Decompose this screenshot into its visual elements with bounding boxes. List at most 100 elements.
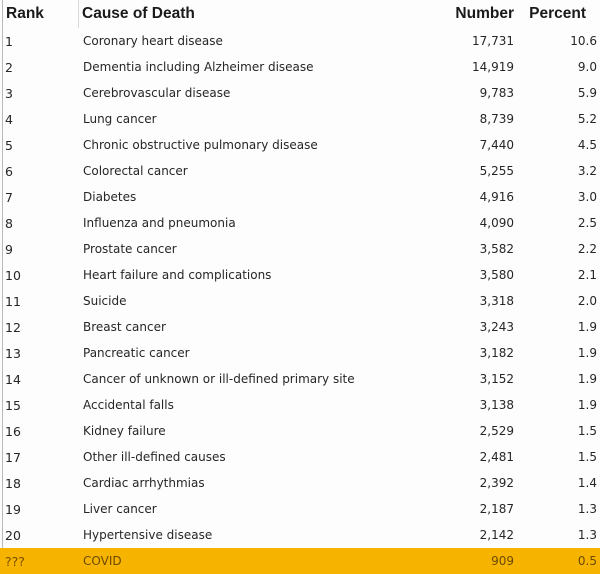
percent-cell: 2.0 [577,294,597,308]
number-cell: 4,090 [479,216,514,230]
percent-cell: 1.9 [577,372,597,386]
cause-cell: Cancer of unknown or ill-defined primary… [83,372,355,386]
number-cell: 3,318 [479,294,514,308]
cause-cell: Cardiac arrhythmias [83,476,205,490]
number-cell: 3,182 [479,346,514,360]
cause-cell: Colorectal cancer [83,164,188,178]
percent-cell: 2.1 [577,268,597,282]
percent-cell: 5.9 [577,86,597,100]
cause-cell: Cerebrovascular disease [83,86,231,100]
number-cell: 17,731 [472,34,514,48]
table-row: 18 Cardiac arrhythmias 2,392 1.4 [0,470,600,496]
number-cell: 3,138 [479,398,514,412]
table-row: 5 Chronic obstructive pulmonary disease … [0,132,600,158]
number-cell: 3,582 [479,242,514,256]
number-cell: 2,187 [479,502,514,516]
rank-cell: 3 [5,85,13,101]
highlight-rank-cell: ??? [0,548,80,574]
percent-cell: 3.0 [577,190,597,204]
highlight-cause-cell: COVID [80,548,435,574]
percent-cell: 1.9 [577,346,597,360]
number-cell: 7,440 [479,138,514,152]
table-row: 6 Colorectal cancer 5,255 3.2 [0,158,600,184]
cause-cell: Kidney failure [83,424,166,438]
number-cell: 4,916 [479,190,514,204]
table-row: 15 Accidental falls 3,138 1.9 [0,392,600,418]
highlighted-row: ??? COVID 909 0.5 [0,548,600,574]
header-number: Number [455,5,514,22]
percent-cell: 2.2 [577,242,597,256]
rank-cell: 13 [5,345,21,361]
number-cell: 9,783 [479,86,514,100]
rank-cell: 20 [5,527,21,543]
cause-cell: Diabetes [83,190,137,204]
header-row: Rank Cause of Death Number Percent [0,0,600,28]
rank-cell: 18 [5,475,21,491]
percent-cell: 1.5 [577,450,597,464]
number-cell: 2,529 [479,424,514,438]
cause-cell: Liver cancer [83,502,157,516]
rank-cell: 15 [5,397,21,413]
number-cell: 2,481 [479,450,514,464]
cause-cell: Accidental falls [83,398,174,412]
header-percent: Percent [529,5,586,22]
table-row: 17 Other ill-defined causes 2,481 1.5 [0,444,600,470]
header-cause: Cause of Death [82,5,195,22]
rank-cell: 14 [5,371,21,387]
number-cell: 2,142 [479,528,514,542]
table-row: 8 Influenza and pneumonia 4,090 2.5 [0,210,600,236]
table-row: 11 Suicide 3,318 2.0 [0,288,600,314]
percent-cell: 5.2 [577,112,597,126]
rank-cell: 1 [5,33,13,49]
rank-cell: 19 [5,501,21,517]
left-border [2,0,3,571]
table-row: 3 Cerebrovascular disease 9,783 5.9 [0,80,600,106]
cause-cell: Influenza and pneumonia [83,216,236,230]
rank-cell: 10 [5,267,21,283]
number-cell: 3,243 [479,320,514,334]
rank-cell: 11 [5,293,21,309]
percent-cell: 4.5 [577,138,597,152]
header-rank: Rank [6,5,44,22]
percent-cell: 1.4 [577,476,597,490]
number-cell: 3,580 [479,268,514,282]
number-cell: 8,739 [479,112,514,126]
rank-cell: 17 [5,449,21,465]
number-cell: 2,392 [479,476,514,490]
cause-cell: Hypertensive disease [83,528,213,542]
table-row: 12 Breast cancer 3,243 1.9 [0,314,600,340]
cause-cell: Breast cancer [83,320,166,334]
header-divider [78,0,79,28]
number-cell: 3,152 [479,372,514,386]
percent-cell: 1.3 [577,528,597,542]
table-row: 10 Heart failure and complications 3,580… [0,262,600,288]
table-row: 14 Cancer of unknown or ill-defined prim… [0,366,600,392]
cause-cell: Dementia including Alzheimer disease [83,60,314,74]
table-row: 2 Dementia including Alzheimer disease 1… [0,54,600,80]
percent-cell: 1.9 [577,320,597,334]
rank-cell: 8 [5,215,13,231]
percent-cell: 1.5 [577,424,597,438]
cause-cell: Coronary heart disease [83,34,223,48]
table-row: 9 Prostate cancer 3,582 2.2 [0,236,600,262]
percent-cell: 1.9 [577,398,597,412]
table-row: 16 Kidney failure 2,529 1.5 [0,418,600,444]
cause-cell: Chronic obstructive pulmonary disease [83,138,318,152]
percent-cell: 3.2 [577,164,597,178]
rank-cell: 2 [5,59,13,75]
cause-cell: Other ill-defined causes [83,450,226,464]
table-row: 13 Pancreatic cancer 3,182 1.9 [0,340,600,366]
rank-cell: 16 [5,423,21,439]
cause-cell: Pancreatic cancer [83,346,190,360]
cause-cell: Heart failure and complications [83,268,272,282]
rank-cell: 4 [5,111,13,127]
number-cell: 5,255 [479,164,514,178]
rank-cell: 7 [5,189,13,205]
table-row: 19 Liver cancer 2,187 1.3 [0,496,600,522]
rank-cell: 6 [5,163,13,179]
percent-cell: 2.5 [577,216,597,230]
table-row: 7 Diabetes 4,916 3.0 [0,184,600,210]
percent-cell: 9.0 [577,60,597,74]
